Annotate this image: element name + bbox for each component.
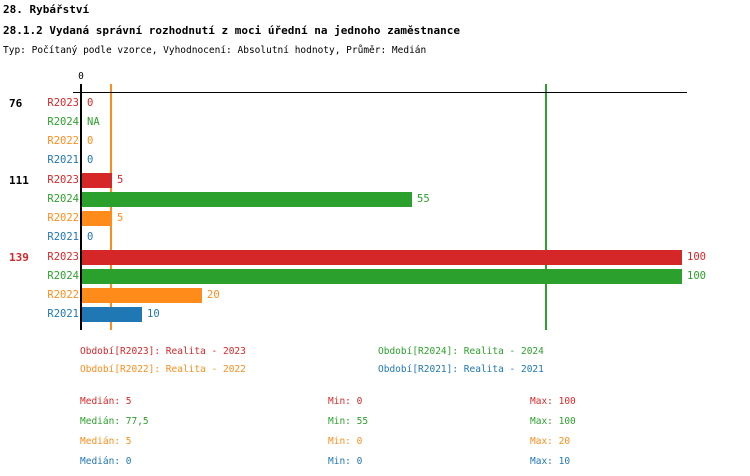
series-label: R2024 bbox=[47, 270, 79, 282]
bar-value-label: 55 bbox=[417, 193, 430, 205]
median-stat-R2022: Medián: 5 bbox=[80, 436, 132, 447]
series-label: R2021 bbox=[47, 231, 79, 243]
series-label: R2023 bbox=[47, 97, 79, 109]
axis-zero-tick-label: 0 bbox=[78, 71, 84, 82]
category-label: 76 bbox=[9, 97, 23, 110]
bar-value-label: 100 bbox=[687, 251, 706, 263]
legend-item-R2022: Období[R2022]: Realita - 2022 bbox=[80, 364, 246, 375]
bar-row: R2022 5 bbox=[0, 209, 750, 228]
series-label: R2023 bbox=[47, 251, 79, 263]
series-label: R2021 bbox=[47, 154, 79, 166]
series-label: R2021 bbox=[47, 308, 79, 320]
max-stat-R2021: Max: 10 bbox=[530, 456, 571, 467]
bar bbox=[82, 211, 112, 226]
bar-row: R2021 0 bbox=[0, 151, 750, 170]
chart-groups: 76 R2023 0 R2024 NA R2022 0 R2021 0 111 R2023 5 R202… bbox=[0, 94, 750, 325]
max-stat-R2023: Max: 100 bbox=[530, 396, 576, 407]
bar-value-label: 20 bbox=[207, 289, 220, 301]
series-label: R2024 bbox=[47, 116, 79, 128]
zero-baseline bbox=[80, 84, 82, 330]
category-group-139: 139 R2023 100 R2024 100 R2022 20 R2021 10 bbox=[0, 248, 750, 324]
min-stat-R2024: Min: 55 bbox=[328, 416, 369, 427]
bar-value-label: 10 bbox=[147, 308, 160, 320]
max-stat-R2024: Max: 100 bbox=[530, 416, 576, 427]
indicator-meta: Typ: Počítaný podle vzorce, Vyhodnocení:… bbox=[3, 45, 427, 56]
indicator-title: 28.1.2 Vydaná správní rozhodnutí z moci … bbox=[3, 24, 460, 37]
bar-row: R2022 20 bbox=[0, 286, 750, 305]
bar-value-label: 5 bbox=[117, 212, 124, 224]
series-label: R2023 bbox=[47, 174, 79, 186]
median-stat-R2021: Medián: 0 bbox=[80, 456, 132, 467]
bar-row: R2021 0 bbox=[0, 228, 750, 247]
bar bbox=[82, 269, 682, 284]
bar-value-label: 0 bbox=[87, 97, 94, 109]
series-label: R2022 bbox=[47, 289, 79, 301]
value-axis-line bbox=[73, 92, 687, 93]
bar-row: R2022 0 bbox=[0, 132, 750, 151]
bar bbox=[82, 173, 112, 188]
min-stat-R2021: Min: 0 bbox=[328, 456, 363, 467]
series-label: R2022 bbox=[47, 135, 79, 147]
bar-row: R2024 NA bbox=[0, 113, 750, 132]
bar-value-label: 0 bbox=[87, 135, 94, 147]
bar-value-label: NA bbox=[87, 116, 100, 128]
bar-row: R2023 5 bbox=[0, 171, 750, 190]
bar-row: R2023 100 bbox=[0, 248, 750, 267]
bar-row: R2023 0 bbox=[0, 94, 750, 113]
bar-row: R2024 55 bbox=[0, 190, 750, 209]
category-label: 111 bbox=[9, 174, 29, 187]
bar bbox=[82, 307, 142, 322]
bar-value-label: 0 bbox=[87, 154, 94, 166]
bar-chart: 0 76 R2023 0 R2024 NA R2022 0 R2021 0 111 R2023 5 R2… bbox=[0, 71, 750, 330]
legend-item-R2021: Období[R2021]: Realita - 2021 bbox=[378, 364, 544, 375]
bar-value-label: 0 bbox=[87, 231, 94, 243]
median-stat-R2023: Medián: 5 bbox=[80, 396, 132, 407]
max-stat-R2022: Max: 20 bbox=[530, 436, 571, 447]
legend-item-R2024: Období[R2024]: Realita - 2024 bbox=[378, 346, 544, 357]
bar-row: R2024 100 bbox=[0, 267, 750, 286]
min-stat-R2023: Min: 0 bbox=[328, 396, 363, 407]
series-label: R2022 bbox=[47, 212, 79, 224]
bar-row: R2021 10 bbox=[0, 305, 750, 324]
bar-value-label: 5 bbox=[117, 174, 124, 186]
median-line-R2022 bbox=[110, 84, 112, 330]
median-line-R2024 bbox=[545, 84, 547, 330]
bar bbox=[82, 288, 202, 303]
min-stat-R2022: Min: 0 bbox=[328, 436, 363, 447]
bar-value-label: 100 bbox=[687, 270, 706, 282]
category-group-76: 76 R2023 0 R2024 NA R2022 0 R2021 0 bbox=[0, 94, 750, 170]
bar bbox=[82, 250, 682, 265]
category-label: 139 bbox=[9, 251, 29, 264]
category-group-111: 111 R2023 5 R2024 55 R2022 5 R2021 0 bbox=[0, 171, 750, 247]
legend-item-R2023: Období[R2023]: Realita - 2023 bbox=[80, 346, 246, 357]
series-label: R2024 bbox=[47, 193, 79, 205]
median-stat-R2024: Medián: 77,5 bbox=[80, 416, 149, 427]
chapter-title: 28. Rybářství bbox=[3, 3, 90, 16]
bar bbox=[82, 192, 412, 207]
